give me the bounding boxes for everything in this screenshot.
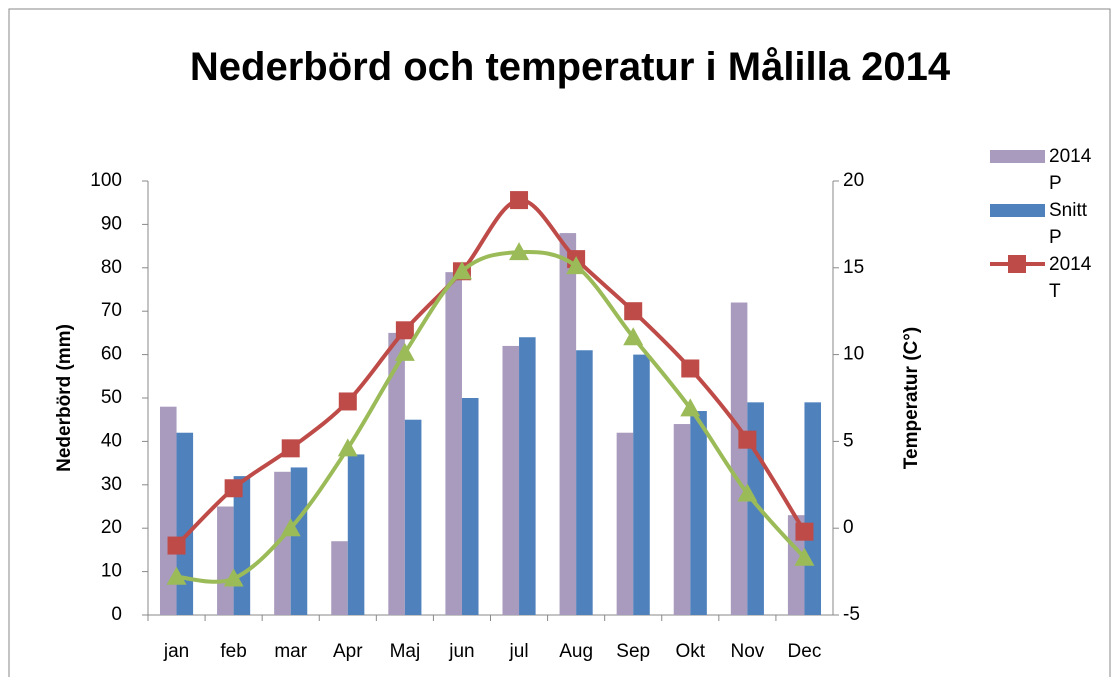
legend-label: Snitt P (1049, 200, 1088, 248)
bar (217, 506, 234, 615)
bar (404, 419, 422, 615)
marker (223, 568, 244, 587)
marker (280, 518, 301, 537)
marker (166, 566, 187, 585)
bar (347, 454, 365, 615)
bar (616, 432, 634, 615)
chart-title: Nederbörd och temperatur i Målilla 2014 (189, 45, 951, 89)
marker (224, 479, 243, 498)
marker (680, 398, 701, 417)
marker (737, 483, 758, 502)
legend-swatch (990, 150, 1045, 163)
bar (445, 272, 462, 615)
marker (509, 242, 530, 261)
legend-marker (1008, 255, 1026, 273)
marker (337, 438, 358, 457)
marker (167, 536, 186, 555)
y-tick-label: 60 (101, 344, 122, 365)
x-tick-label: Okt (676, 641, 706, 662)
marker (738, 430, 757, 449)
legend-label: 2014 P (1049, 146, 1092, 194)
marker (681, 359, 700, 378)
y-tick-label: 0 (111, 604, 122, 625)
bar (159, 406, 177, 615)
x-tick-label: Sep (616, 641, 650, 662)
bar (673, 424, 691, 615)
x-tick-label: jan (163, 641, 189, 662)
y2-tick-label: 20 (843, 170, 864, 191)
marker (338, 392, 357, 411)
x-tick-label: Maj (390, 641, 421, 662)
bar (633, 354, 650, 615)
marker (451, 261, 472, 280)
y2-tick-label: 10 (843, 344, 864, 365)
marker (281, 439, 300, 458)
bar (331, 541, 348, 615)
y-axis-label: Nederbörd (mm) (54, 324, 75, 472)
x-tick-label: mar (274, 641, 307, 662)
legend-swatch (990, 204, 1045, 217)
bar (290, 467, 308, 615)
bar (502, 345, 520, 615)
bar (274, 471, 291, 615)
x-tick-label: Nov (730, 641, 764, 662)
y-tick-label: 10 (101, 561, 122, 582)
marker (794, 547, 815, 566)
bar (690, 411, 707, 615)
y2-tick-label: 15 (843, 257, 864, 278)
marker (510, 191, 529, 210)
y2-axis-label: Temperatur (C°) (901, 327, 922, 469)
x-tick-label: jun (448, 641, 474, 662)
y-tick-label: 40 (101, 430, 122, 451)
y-tick-label: 100 (90, 170, 122, 191)
bar (519, 337, 536, 615)
marker (394, 342, 415, 361)
y2-tick-label: -5 (843, 604, 860, 625)
marker (795, 522, 814, 541)
bar (388, 332, 405, 615)
marker (624, 302, 643, 321)
legend-label: 2014 T (1049, 254, 1092, 302)
y-tick-label: 50 (101, 387, 122, 408)
bar (804, 402, 822, 615)
y2-tick-label: 0 (843, 517, 854, 538)
y-tick-label: 90 (101, 213, 122, 234)
marker (623, 327, 644, 346)
y-tick-label: 30 (101, 474, 122, 495)
bar (461, 398, 479, 615)
y-tick-label: 80 (101, 257, 122, 278)
x-tick-label: Apr (333, 641, 363, 662)
x-tick-label: Dec (788, 641, 822, 662)
bar (176, 432, 194, 615)
bar (559, 233, 577, 615)
x-tick-label: feb (220, 641, 246, 662)
marker (395, 321, 414, 340)
bar (576, 350, 593, 615)
y-tick-label: 70 (101, 300, 122, 321)
x-tick-label: jul (509, 641, 529, 662)
marker (566, 256, 587, 275)
y2-tick-label: 5 (843, 430, 854, 451)
x-tick-label: Aug (559, 641, 593, 662)
bar (730, 302, 748, 615)
y-tick-label: 20 (101, 517, 122, 538)
